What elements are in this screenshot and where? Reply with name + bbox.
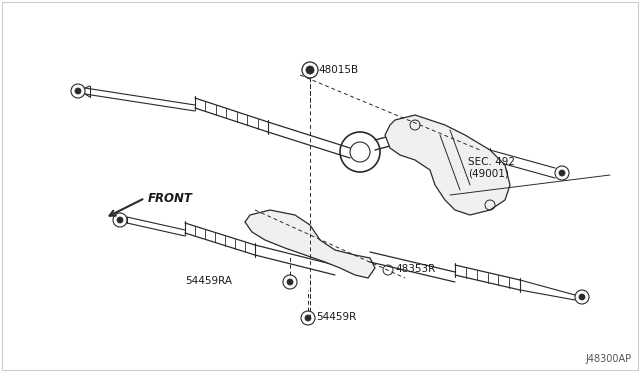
Circle shape xyxy=(306,66,314,74)
Text: FRONT: FRONT xyxy=(148,192,193,205)
Text: 48015B: 48015B xyxy=(318,65,358,75)
Circle shape xyxy=(75,88,81,94)
Circle shape xyxy=(559,170,565,176)
Polygon shape xyxy=(385,115,510,215)
Text: 48353R: 48353R xyxy=(395,264,435,274)
Circle shape xyxy=(579,294,585,300)
Circle shape xyxy=(117,217,123,223)
Text: (49001): (49001) xyxy=(468,169,509,179)
Polygon shape xyxy=(245,210,375,278)
Text: 54459RA: 54459RA xyxy=(185,276,232,286)
Circle shape xyxy=(287,279,293,285)
Circle shape xyxy=(305,315,311,321)
Text: SEC. 492: SEC. 492 xyxy=(468,157,515,167)
Text: J48300AP: J48300AP xyxy=(586,354,632,364)
Text: 54459R: 54459R xyxy=(316,312,356,322)
